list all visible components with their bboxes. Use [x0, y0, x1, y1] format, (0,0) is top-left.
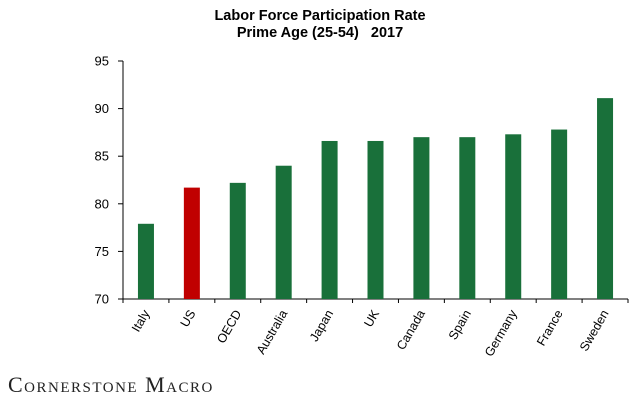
bar-japan	[321, 140, 338, 299]
bar-us	[183, 187, 200, 299]
chart-title: Labor Force Participation Rate	[214, 8, 426, 24]
chart-title-block: Labor Force Participation Rate Prime Age…	[0, 8, 640, 42]
bar-australia	[275, 165, 292, 299]
bars	[137, 98, 614, 300]
y-tick-label: 90	[95, 101, 109, 116]
bar-spain	[459, 137, 476, 299]
y-tick-label: 80	[95, 196, 109, 211]
y-tick-label: 75	[95, 244, 109, 259]
brand-logo-text: Cornerstone Macro	[8, 372, 214, 397]
chart-subtitle: Prime Age (25-54) 2017	[236, 25, 404, 41]
bar-france	[551, 129, 568, 299]
x-tick-label: Australia	[254, 307, 290, 356]
bar-italy	[137, 223, 154, 299]
x-tick-label: UK	[361, 307, 382, 330]
x-tick-label: Germany	[482, 307, 520, 359]
y-tick-label: 95	[95, 54, 109, 69]
x-axis: Italy US OECD Australia Japan UK Canada Spain Ge…	[122, 298, 629, 359]
bar-sweden	[597, 98, 614, 300]
x-tick-label: Canada	[394, 307, 428, 352]
bar-canada	[413, 137, 430, 299]
x-tick-label: Japan	[307, 307, 336, 344]
x-tick-label: Italy	[129, 307, 153, 335]
x-tick-label: OECD	[214, 308, 244, 346]
x-tick-label: Spain	[446, 307, 474, 342]
y-tick-label: 85	[95, 149, 109, 164]
bar-uk	[367, 140, 384, 299]
x-tick-label: Sweden	[577, 307, 612, 353]
y-tick-label: 70	[95, 292, 109, 307]
bar-oecd	[229, 182, 246, 299]
x-tick-label: US	[178, 308, 199, 330]
x-tick-label: France	[534, 307, 566, 348]
y-axis: 70 75 80 85 90 95	[95, 54, 124, 307]
bar-germany	[505, 134, 522, 299]
